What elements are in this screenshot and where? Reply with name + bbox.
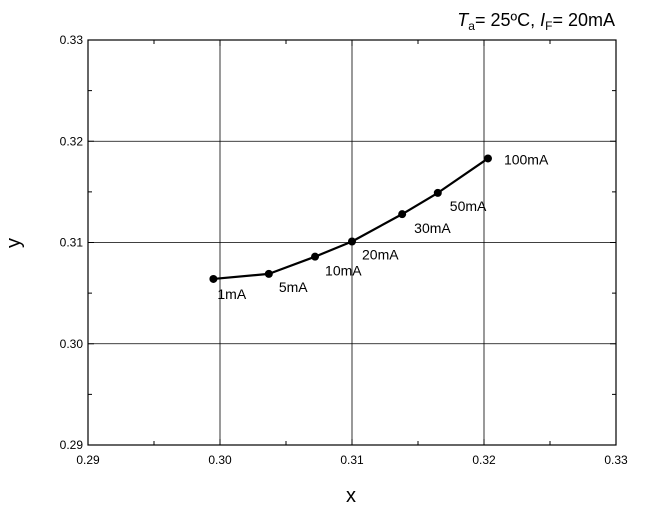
point-label: 1mA xyxy=(217,286,246,302)
data-point xyxy=(433,188,442,197)
data-point xyxy=(264,269,273,278)
condition-t-subscript: a xyxy=(468,19,475,33)
test-condition-label: Ta= 25ºC, IF= 20mA xyxy=(457,10,615,33)
condition-i-value: = 20mA xyxy=(552,10,615,30)
point-label: 20mA xyxy=(362,246,399,262)
series-group xyxy=(209,154,492,283)
data-point xyxy=(209,274,218,283)
condition-t-symbol: T xyxy=(457,10,470,30)
point-label: 10mA xyxy=(325,263,362,279)
series-line xyxy=(213,157,489,281)
y-tick-label: 0.30 xyxy=(60,337,84,351)
condition-i-subscript: F xyxy=(545,19,552,33)
tick-labels: 0.29 0.30 0.31 0.32 0.33 0.29 0.30 0.31 0.32 0.33 xyxy=(60,33,628,467)
x-axis-title: x xyxy=(346,485,356,507)
point-label: 100mA xyxy=(504,151,549,167)
y-tick-label: 0.33 xyxy=(60,33,84,47)
condition-t-value: = 25ºC, xyxy=(475,10,540,30)
y-tick-label: 0.32 xyxy=(60,134,84,148)
x-tick-label: 0.33 xyxy=(604,453,628,467)
data-point xyxy=(348,237,356,246)
x-tick-label: 0.31 xyxy=(340,453,364,467)
x-tick-label: 0.30 xyxy=(208,453,232,467)
x-tick-label: 0.29 xyxy=(76,453,100,467)
point-label: 5mA xyxy=(279,279,308,295)
data-point xyxy=(483,154,492,163)
point-label: 30mA xyxy=(414,220,451,236)
data-point xyxy=(398,210,407,219)
y-axis-title: y xyxy=(3,238,25,248)
minor-ticks xyxy=(87,39,617,446)
condition-i-symbol: I xyxy=(540,10,545,30)
y-tick-label: 0.29 xyxy=(60,438,84,452)
y-tick-label: 0.31 xyxy=(60,236,84,250)
x-tick-label: 0.32 xyxy=(472,453,496,467)
data-point xyxy=(311,252,320,261)
point-label: 50mA xyxy=(450,198,487,214)
